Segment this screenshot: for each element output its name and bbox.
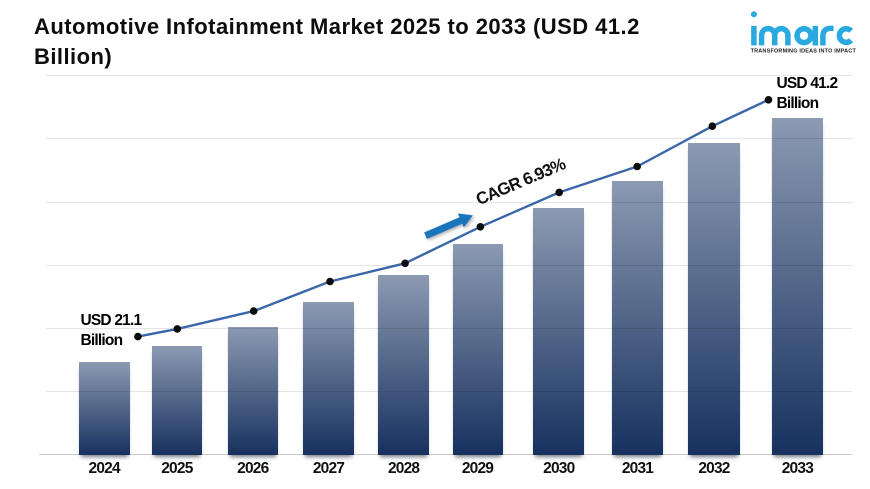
svg-text:TRANSFORMING IDEAS INTO IMPACT: TRANSFORMING IDEAS INTO IMPACT bbox=[751, 49, 857, 55]
